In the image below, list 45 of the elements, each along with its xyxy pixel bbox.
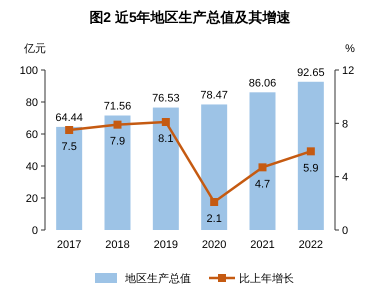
bar xyxy=(104,116,130,230)
data-label: 7.5 xyxy=(62,141,77,153)
y2-tick-label: 12 xyxy=(342,65,354,77)
x-tick-label: 2018 xyxy=(105,239,130,251)
x-tick-label: 2020 xyxy=(202,239,226,251)
data-label: 78.47 xyxy=(200,89,228,102)
y-tick-label: 60 xyxy=(26,129,38,141)
y2-axis-title: % xyxy=(345,43,356,55)
point xyxy=(258,163,266,172)
y-axis-title: 亿元 xyxy=(23,43,46,55)
data-label: 76.53 xyxy=(152,92,180,105)
data-label: 86.06 xyxy=(248,77,276,90)
bar xyxy=(201,104,228,230)
point xyxy=(65,126,74,134)
y2-tick-label: 4 xyxy=(342,172,348,184)
bar xyxy=(250,92,276,230)
data-label: 64.44 xyxy=(55,112,83,124)
data-label: 92.65 xyxy=(297,66,325,79)
data-label: 2.1 xyxy=(206,213,222,225)
bar xyxy=(298,82,324,230)
y-tick-label: 20 xyxy=(26,193,38,205)
legend-label: 地区生产总值 xyxy=(124,272,191,285)
y2-tick-label: 0 xyxy=(342,225,348,237)
data-label: 7.9 xyxy=(110,136,126,148)
y-tick-label: 40 xyxy=(26,161,38,173)
y-tick-label: 80 xyxy=(26,97,38,109)
chart-title: 图2 近5年地区生产总值及其增速 xyxy=(89,9,292,25)
point xyxy=(114,120,122,129)
y2-tick-label: 8 xyxy=(342,118,348,130)
x-tick-label: 2019 xyxy=(154,239,178,251)
x-tick-label: 2017 xyxy=(56,239,82,251)
data-label: 8.1 xyxy=(158,133,174,145)
x-tick-label: 2021 xyxy=(250,239,275,251)
bar xyxy=(56,126,82,230)
data-label: 4.7 xyxy=(254,178,270,190)
point xyxy=(306,147,315,156)
legend-label: 比上年增长 xyxy=(239,272,294,285)
x-tick-label: 2022 xyxy=(298,239,324,251)
y-tick-label: 100 xyxy=(20,65,38,77)
point xyxy=(210,198,218,206)
data-label: 71.56 xyxy=(104,100,132,113)
y-tick-label: 0 xyxy=(32,225,38,237)
point xyxy=(162,118,170,126)
data-label: 5.9 xyxy=(303,162,318,174)
bar xyxy=(152,108,179,230)
